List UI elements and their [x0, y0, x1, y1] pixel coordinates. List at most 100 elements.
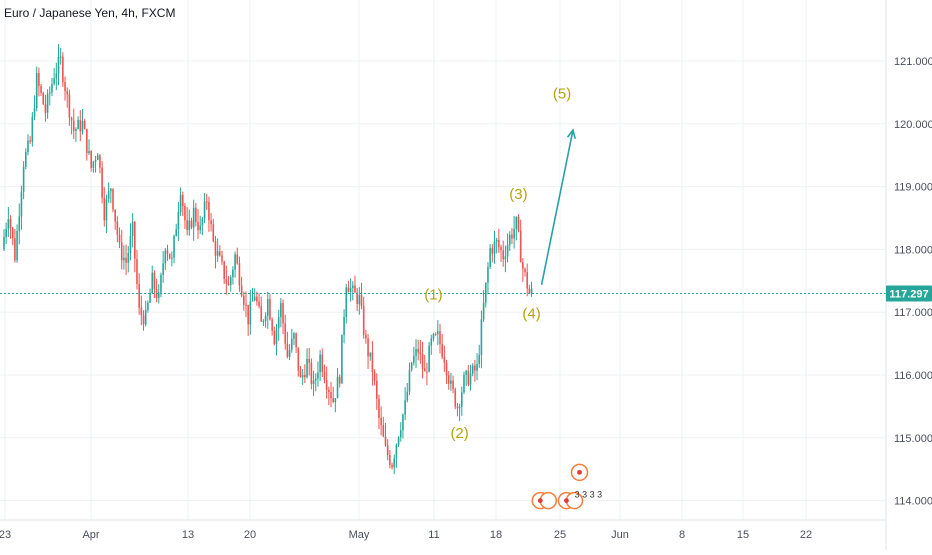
candle-body [504, 256, 507, 260]
candle-body [53, 78, 55, 84]
candle-body [62, 56, 64, 82]
candle-body [321, 354, 324, 372]
candle-body [5, 228, 7, 238]
x-tick-label: 13 [182, 529, 194, 541]
candle-body [421, 353, 424, 369]
candle-body [391, 464, 393, 468]
x-tick-label: 11 [428, 529, 439, 541]
candle-body [225, 279, 228, 284]
candle-body [471, 365, 474, 374]
x-tick-label: 15 [737, 529, 749, 541]
candle-body [247, 305, 249, 325]
candle-body [151, 272, 154, 293]
y-tick-label: 116.000 [894, 370, 932, 382]
candle-body [234, 254, 236, 270]
candle-body [216, 251, 219, 256]
candle-body [269, 299, 271, 320]
candle-body [134, 221, 136, 259]
candle-body [44, 104, 47, 113]
candle-body [22, 166, 25, 192]
candle-body [249, 301, 252, 325]
candle-body [11, 227, 14, 239]
candle-body [319, 354, 321, 373]
candle-body [179, 194, 182, 212]
candle-body [96, 155, 99, 160]
candle-body [7, 219, 10, 229]
candle-body [304, 375, 306, 378]
time-axis[interactable]: 23 Apr 13 20 May 11 18 25 Jun 8 15 22 [0, 529, 812, 541]
candle-body [88, 150, 90, 154]
price-axis[interactable]: 121.000 120.000 119.000 118.000 117.000 116.0… [894, 56, 932, 508]
candle-body [367, 338, 369, 357]
candle-body [406, 391, 409, 401]
wave-label: (1) [424, 287, 442, 304]
candle-body [129, 235, 132, 253]
candle-body [447, 375, 450, 384]
event-marker-text: 3 3 3 3 [575, 489, 603, 499]
candle-body [42, 92, 45, 105]
candle-body [478, 354, 481, 365]
candle-body [116, 221, 119, 235]
candle-body [29, 140, 31, 142]
candle-body [136, 258, 138, 285]
candle-body [203, 201, 206, 219]
candle-body [221, 255, 223, 262]
candle-body [59, 56, 62, 58]
candle-body [338, 376, 341, 384]
candle-body [46, 93, 49, 113]
candle-body [227, 283, 230, 286]
candle-body [487, 266, 489, 283]
candle-body [513, 228, 515, 239]
projection-arrow [540, 129, 574, 285]
candle-body [373, 371, 376, 381]
candle-body [16, 231, 18, 261]
candle-body [142, 315, 145, 325]
candle-body [382, 425, 385, 437]
candle-body [144, 309, 147, 325]
candle-body [423, 368, 426, 372]
candle-body [325, 380, 328, 391]
candle-body [293, 333, 295, 339]
candle-body [480, 319, 483, 355]
candle-body [415, 348, 417, 356]
candle-body [428, 345, 430, 372]
candle-body [386, 445, 389, 456]
candle-body [101, 167, 103, 198]
candle-body [232, 269, 234, 278]
candle-body [131, 221, 134, 236]
candle-body [323, 371, 326, 381]
last-price-label: 117.297 [889, 289, 928, 301]
candle-body [107, 191, 110, 200]
y-tick-label: 119.000 [894, 182, 932, 194]
candle-body [290, 338, 293, 350]
candle-body [212, 224, 215, 242]
candle-body [528, 288, 531, 294]
candle-body [153, 272, 156, 290]
event-markers[interactable]: 3 3 3 3 [531, 463, 603, 510]
candle-body [454, 389, 457, 407]
candle-body [229, 277, 232, 286]
candle-body [18, 216, 21, 232]
candle-body [157, 292, 160, 299]
y-tick-label: 121.000 [894, 56, 932, 68]
candle-body [258, 301, 260, 307]
candle-body [219, 251, 221, 256]
candle-body [195, 207, 197, 222]
candle-body [123, 257, 125, 261]
y-tick-label: 117.000 [894, 307, 932, 319]
y-tick-label: 118.000 [894, 244, 932, 256]
candle-body [526, 272, 528, 289]
x-tick-label: 8 [679, 529, 685, 541]
candle-body [114, 209, 116, 222]
candle-body [439, 331, 441, 345]
candle-body [410, 362, 413, 370]
candle-body [38, 73, 40, 86]
candle-body [9, 219, 12, 228]
candle-body [530, 288, 533, 294]
candle-body [330, 391, 332, 399]
candle-body [94, 159, 97, 162]
candle-body [301, 375, 304, 378]
candle-body [476, 364, 478, 371]
